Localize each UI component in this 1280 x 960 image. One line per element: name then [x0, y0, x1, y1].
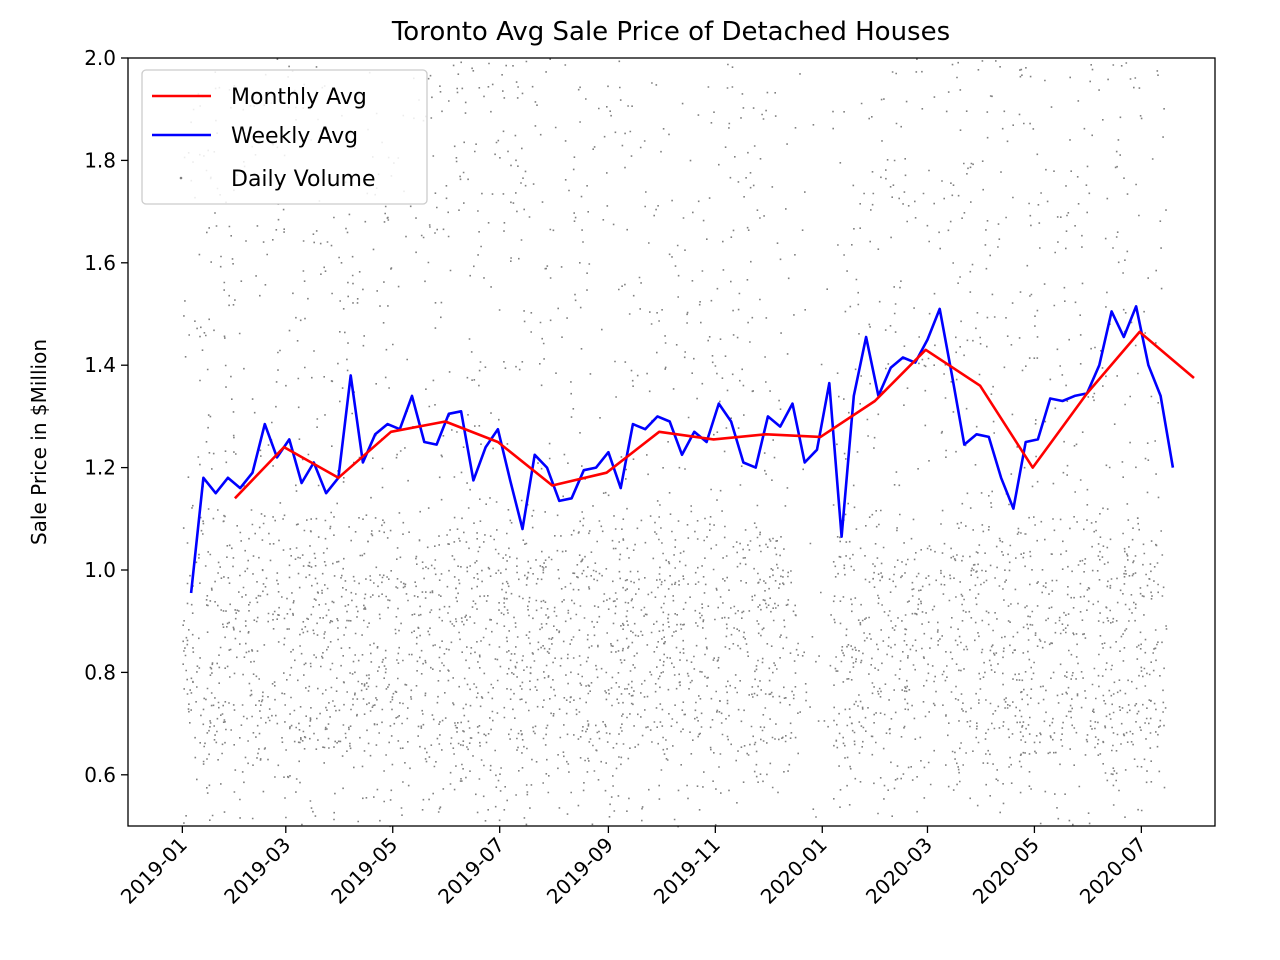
y-tick-label: 0.8 [84, 660, 116, 684]
monthly-avg-line [233, 330, 1195, 500]
x-tick-label: 2019-11 [649, 833, 725, 909]
legend-label-monthly: Monthly Avg [231, 85, 367, 110]
y-tick-label: 1.8 [84, 148, 116, 172]
legend-label-daily: Daily Volume [231, 167, 375, 192]
y-tick-label: 2.0 [84, 46, 116, 70]
daily-volume-points [182, 58, 1168, 828]
weekly-avg-line [189, 304, 1175, 594]
y-tick-label: 1.6 [84, 251, 116, 275]
x-tick-label: 2020-05 [968, 833, 1044, 909]
x-tick-label: 2019-03 [219, 833, 295, 909]
x-tick-label: 2020-07 [1075, 833, 1151, 909]
daily-volume-scatter [182, 58, 1168, 828]
legend: Monthly Avg Weekly Avg Daily Volume [141, 69, 428, 205]
legend-label-weekly: Weekly Avg [231, 124, 358, 149]
x-tick-label: 2019-09 [542, 833, 618, 909]
y-axis: 0.6 0.8 1.0 1.2 1.4 1.6 1.8 2.0 [84, 46, 128, 787]
y-tick-label: 1.2 [84, 456, 116, 480]
plot-frame [127, 57, 1216, 827]
legend-box [141, 69, 428, 205]
x-tick-label: 2019-07 [433, 833, 509, 909]
x-tick-label: 2019-05 [326, 833, 402, 909]
y-axis-label: Sale Price in $Million [27, 339, 51, 545]
y-tick-label: 1.4 [84, 353, 116, 377]
x-tick-label: 2019-01 [116, 833, 192, 909]
x-tick-label: 2020-01 [756, 833, 832, 909]
x-axis: 2019-01 2019-03 2019-05 2019-07 2019-09 2019-… [116, 826, 1151, 909]
x-tick-label: 2020-03 [861, 833, 937, 909]
y-tick-label: 0.6 [84, 763, 116, 787]
legend-swatch-daily [179, 176, 183, 180]
series-lines [189, 304, 1195, 594]
y-tick-label: 1.0 [84, 558, 116, 582]
chart-title: Toronto Avg Sale Price of Detached House… [391, 17, 950, 47]
